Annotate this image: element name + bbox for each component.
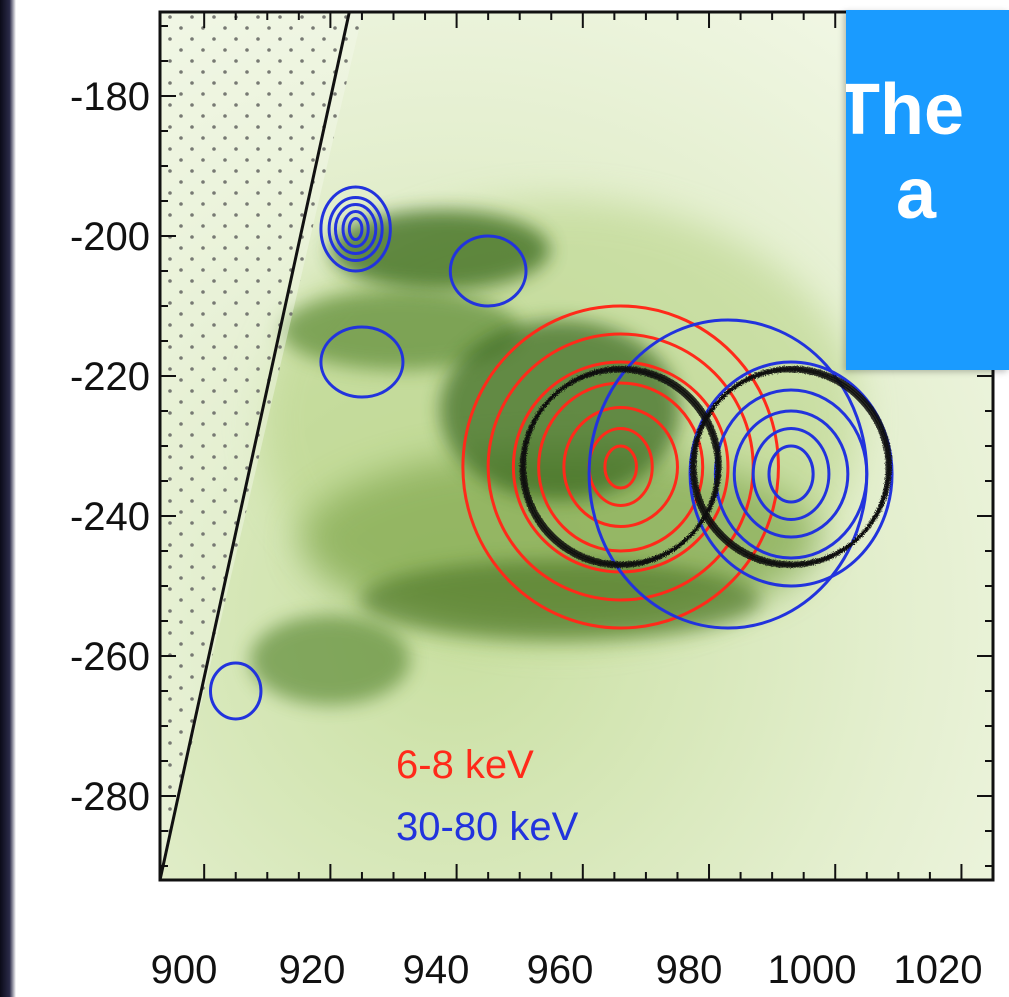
contour-3-level-0 (347, 217, 364, 241)
y-tick-label: -220 (70, 355, 150, 399)
contour-3-level-1 (341, 210, 370, 248)
contour-5-level-0 (319, 325, 405, 399)
contour-0-level-0 (603, 444, 638, 490)
y-tick-label: -180 (70, 75, 150, 119)
contour-1-level-0 (767, 444, 815, 504)
contour-layer (208, 185, 894, 721)
x-tick-label: 960 (527, 948, 594, 992)
contour-1-level-2 (732, 409, 850, 539)
y-tick-label: -200 (70, 215, 150, 259)
y-tick-label: -240 (70, 495, 150, 539)
contour-3-level-4 (319, 185, 392, 273)
legend-label-6-8-kev: 6-8 keV (396, 743, 534, 787)
x-tick-label: 940 (403, 948, 470, 992)
x-axis-labels: 900 920 940 960 980 1000 1020 (151, 948, 983, 992)
highlight-layer (519, 365, 893, 569)
contour-1-level-1 (751, 427, 831, 521)
callout-text: The a (846, 70, 965, 234)
contour-6-level-0 (208, 661, 263, 721)
x-tick-label: 1000 (768, 948, 857, 992)
y-axis-labels: -180 -200 -220 -240 -260 -280 (70, 75, 150, 819)
contour-0-level-2 (562, 406, 679, 528)
slide-edge (0, 0, 16, 997)
y-tick-label: -280 (70, 775, 150, 819)
callout-box: The a (846, 10, 1009, 370)
highlight-circle-1 (689, 365, 893, 569)
legend: 6-8 keV 30-80 keV (396, 743, 579, 849)
x-tick-label: 980 (656, 948, 723, 992)
highlight-circle-0 (519, 365, 722, 569)
x-tick-label: 1020 (894, 948, 983, 992)
contour-0-level-6 (461, 304, 780, 630)
plot-image (160, 12, 993, 880)
contour-1-level-4 (688, 360, 894, 588)
contour-3-level-3 (327, 196, 384, 262)
contour-2-level-0 (587, 318, 869, 630)
contour-3-level-2 (333, 203, 378, 255)
y-tick-label: -260 (70, 635, 150, 679)
x-tick-label: 900 (151, 948, 218, 992)
legend-label-30-80-kev: 30-80 keV (396, 805, 579, 849)
limb-line (160, 12, 351, 880)
x-tick-label: 920 (279, 948, 346, 992)
contour-4-level-0 (448, 234, 528, 308)
contour-0-level-3 (537, 381, 705, 553)
